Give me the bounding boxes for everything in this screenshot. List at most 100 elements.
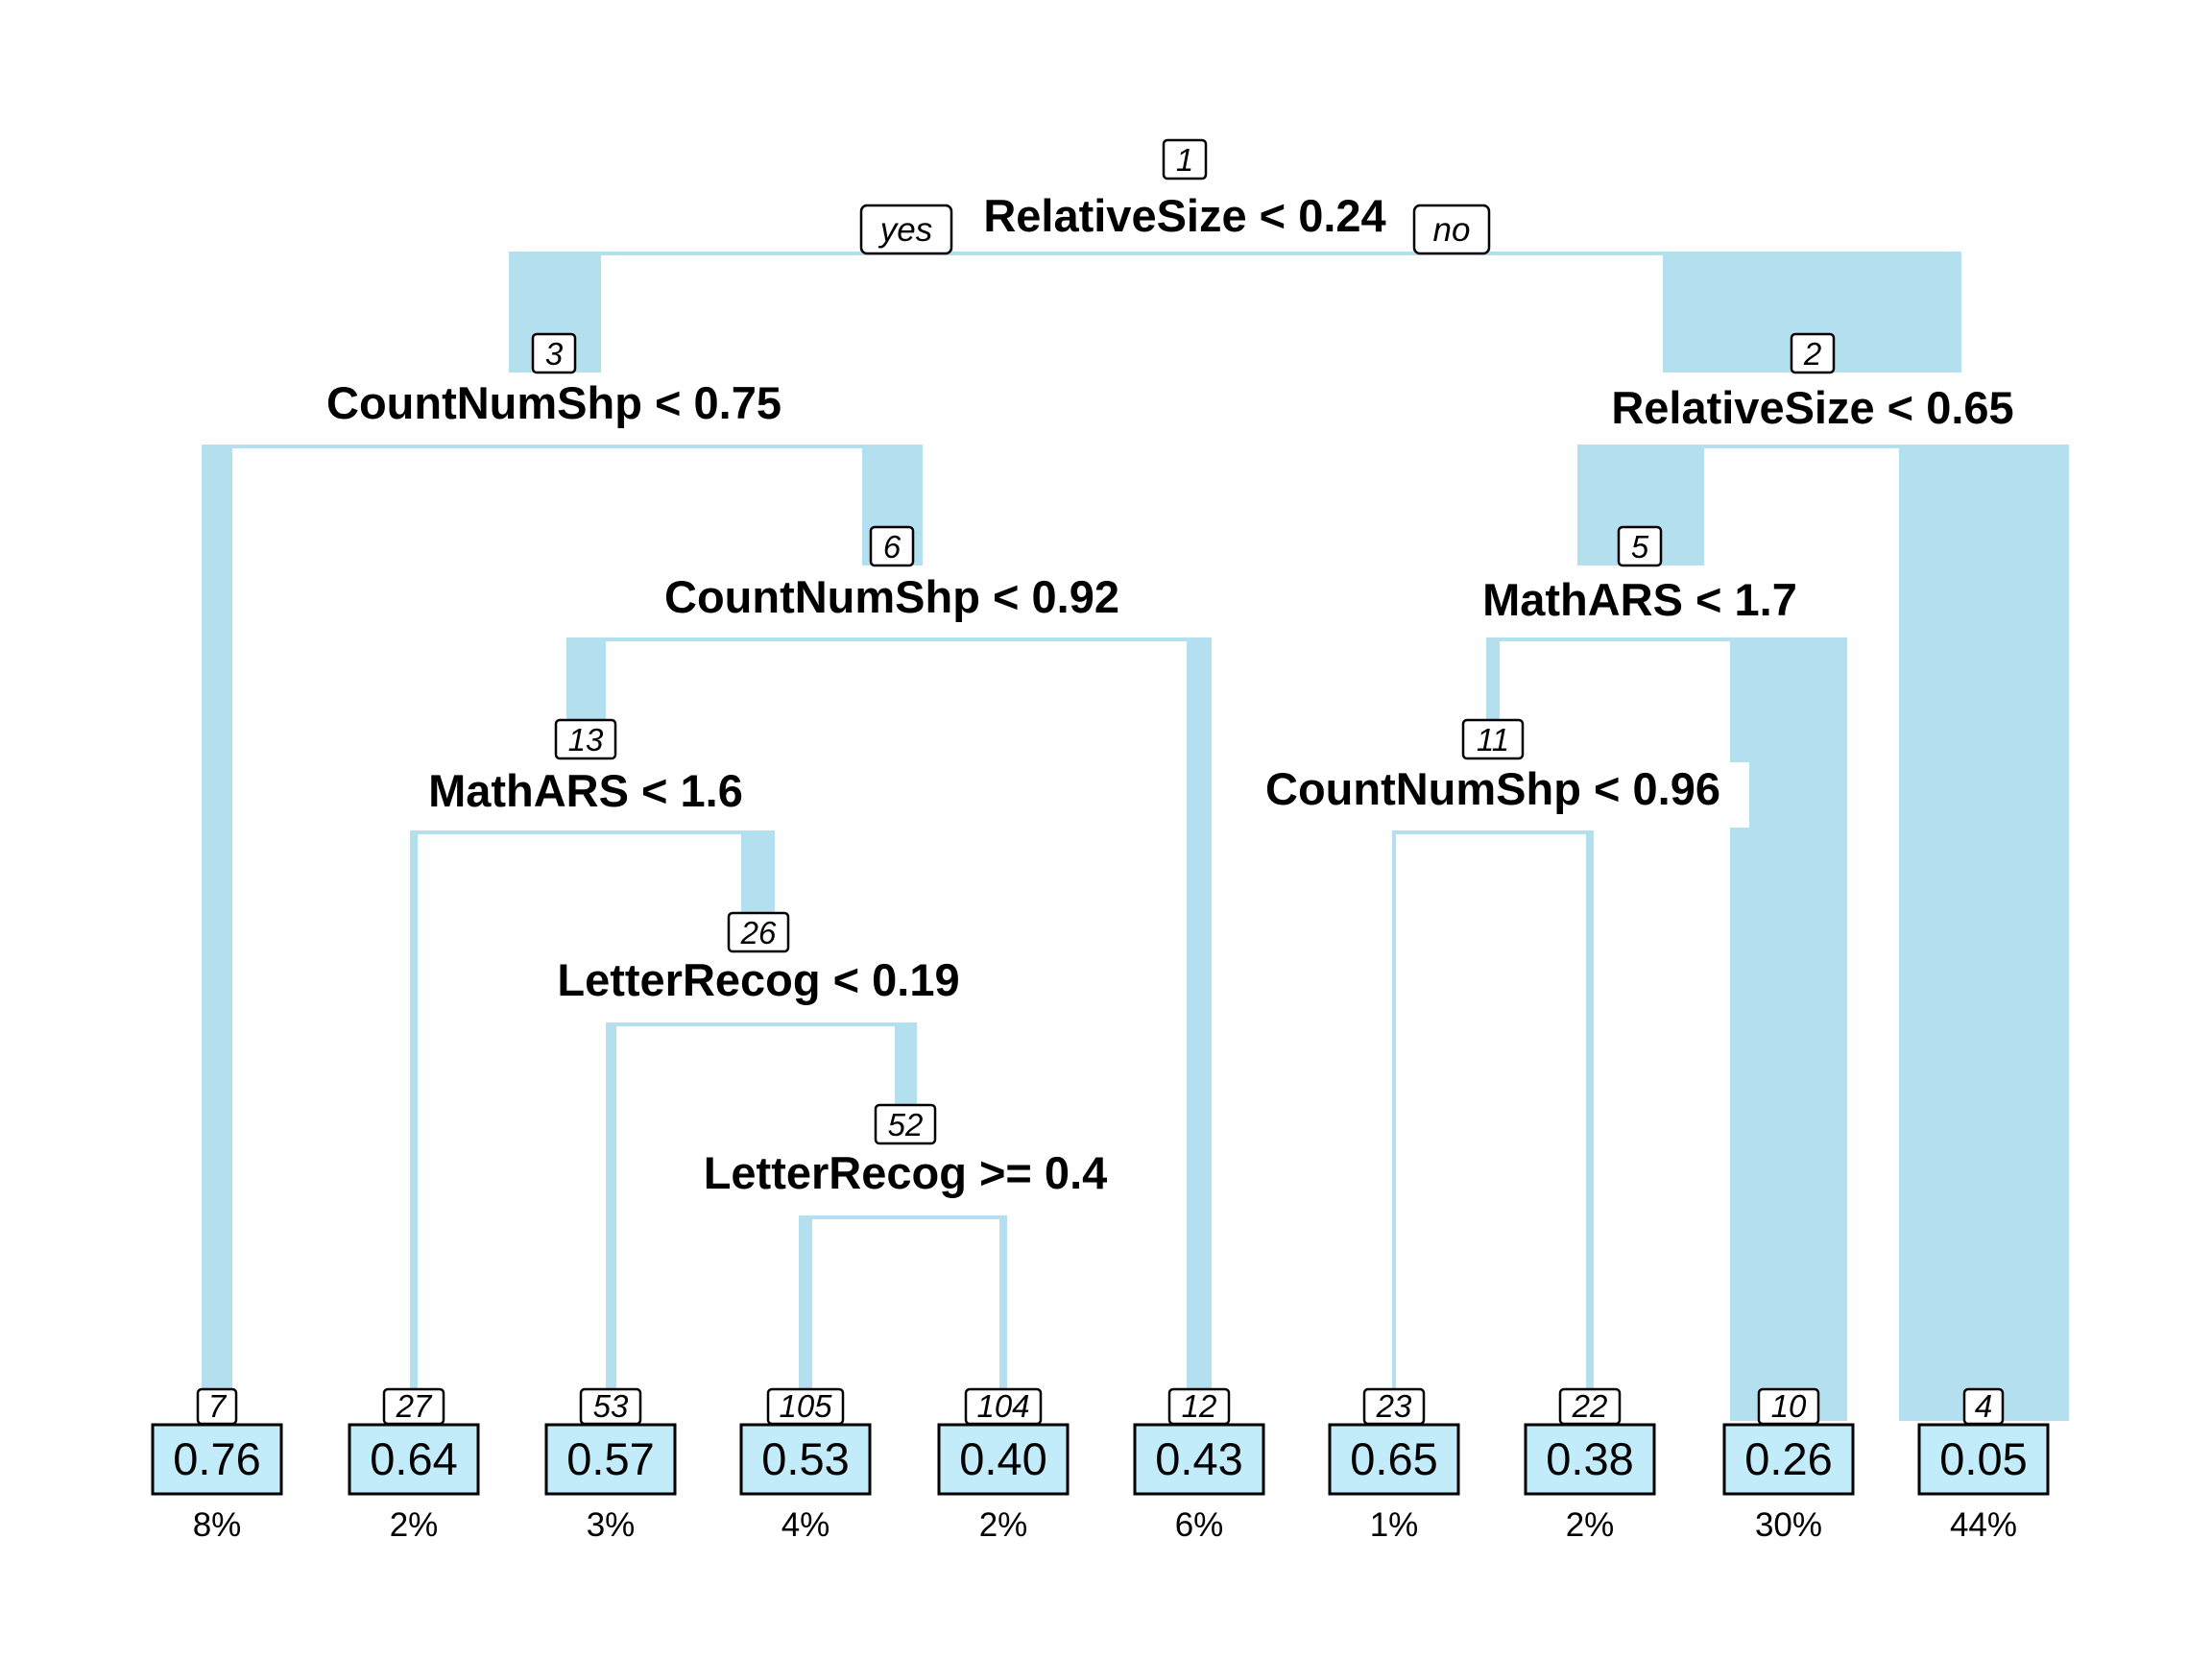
- leaf-value: 0.05: [1939, 1433, 2027, 1484]
- leaf-value-box: [1133, 1423, 1265, 1496]
- leaf-percent: 4%: [781, 1506, 830, 1544]
- yes-tag-box: [859, 204, 953, 255]
- node-id: 53: [593, 1388, 629, 1424]
- node-id: 6: [883, 529, 902, 565]
- leaf-value-box: [1917, 1423, 2050, 1496]
- yes-tag: yes: [878, 211, 932, 249]
- leaf-value-box: [1328, 1423, 1460, 1496]
- node-id: 12: [1182, 1388, 1217, 1424]
- leaf-value-box: [739, 1423, 872, 1496]
- leaf-nodes: 7 0.76 8% 27 0.64 2% 53 0.57 3% 105 0.53: [151, 1387, 2050, 1544]
- split-label: CountNumShp < 0.96: [1265, 763, 1720, 814]
- split-labels: RelativeSize < 0.24 CountNumShp < 0.75 R…: [317, 184, 2030, 1210]
- node-id: 13: [568, 722, 604, 757]
- node-id-box: [554, 718, 617, 760]
- leaf-percent: 2%: [1566, 1506, 1615, 1544]
- leaf-value: 0.40: [959, 1433, 1046, 1484]
- leaf-percent: 2%: [390, 1506, 439, 1544]
- leaf-percent: 6%: [1175, 1506, 1224, 1544]
- branch-bar-node-53: [606, 1024, 616, 1421]
- node-id-box: [727, 911, 790, 953]
- leaf-value-box: [544, 1423, 677, 1496]
- leaf-value-box: [348, 1423, 480, 1496]
- no-tag-box: [1412, 204, 1491, 255]
- node-id-box: [869, 525, 915, 567]
- leaf-node: 22 0.38 2%: [1524, 1387, 1656, 1544]
- split-label-background: [415, 765, 757, 827]
- split-label: CountNumShp < 0.75: [326, 377, 781, 428]
- leaf-value: 0.26: [1744, 1433, 1832, 1484]
- node-id: 3: [545, 336, 564, 372]
- split-label-background: [693, 1148, 1118, 1210]
- leaf-node: 4 0.05 44%: [1917, 1387, 2050, 1544]
- split-label: LetterRecog >= 0.4: [704, 1147, 1108, 1198]
- node-id: 7: [208, 1388, 228, 1424]
- leaf-node: 105 0.53 4%: [739, 1387, 872, 1544]
- leaf-node: 23 0.65 1%: [1328, 1387, 1460, 1544]
- leaf-node: 7 0.76 8%: [151, 1387, 283, 1544]
- branch-bar-node-23: [1392, 832, 1396, 1421]
- split-label: RelativeSize < 0.24: [983, 190, 1385, 241]
- split-label-background: [966, 184, 1404, 246]
- leaf-value: 0.65: [1350, 1433, 1437, 1484]
- node-id: 27: [396, 1388, 433, 1424]
- node-id-box: [874, 1103, 937, 1145]
- node-id: 104: [976, 1388, 1029, 1424]
- split-label-background: [1596, 380, 2030, 442]
- leaf-value-box: [937, 1423, 1070, 1496]
- split-label-background: [1475, 573, 1805, 635]
- leaf-value: 0.57: [566, 1433, 654, 1484]
- leaf-value: 0.76: [173, 1433, 260, 1484]
- leaf-node: 12 0.43 6%: [1133, 1387, 1265, 1544]
- node-id: 4: [1975, 1388, 1992, 1424]
- node-id: 10: [1771, 1388, 1807, 1424]
- branch-bar-node-4: [1899, 446, 2069, 1421]
- leaf-node: 53 0.57 3%: [544, 1387, 677, 1544]
- node-id: 22: [1572, 1388, 1608, 1424]
- split-label-background: [655, 571, 1129, 633]
- leaf-percent: 2%: [979, 1506, 1028, 1544]
- leaf-value: 0.53: [761, 1433, 849, 1484]
- leaf-percent: 8%: [193, 1506, 242, 1544]
- node-id: 1: [1176, 142, 1193, 178]
- leaf-percent: 3%: [587, 1506, 636, 1544]
- split-label: LetterRecog < 0.19: [557, 954, 959, 1005]
- split-label-background: [317, 378, 791, 440]
- branch-bar-node-22: [1586, 832, 1594, 1421]
- branch-bar-node-27: [410, 832, 418, 1421]
- split-id-boxes: 1 3 2 6 5 13 11 26 52: [531, 138, 1836, 1145]
- split-label-background: [1250, 762, 1749, 828]
- node-id: 5: [1631, 529, 1649, 565]
- node-id: 2: [1803, 336, 1821, 372]
- leaf-value: 0.64: [370, 1433, 457, 1484]
- node-id-box: [1790, 332, 1836, 374]
- node-id: 26: [740, 915, 777, 950]
- node-id: 105: [779, 1388, 832, 1424]
- leaf-value-box: [1524, 1423, 1656, 1496]
- branch-bar-node-10: [1730, 639, 1847, 1421]
- leaf-percent: 1%: [1370, 1506, 1419, 1544]
- node-id-box: [1162, 138, 1208, 180]
- leaf-node: 104 0.40 2%: [937, 1387, 1070, 1544]
- split-label: RelativeSize < 0.65: [1611, 382, 2013, 433]
- node-id: 23: [1376, 1388, 1412, 1424]
- branch-bar-node-7: [202, 446, 232, 1421]
- leaf-percent: 44%: [1950, 1506, 2017, 1544]
- node-id: 11: [1477, 722, 1509, 757]
- root-branch-tags: yes no: [859, 204, 1491, 255]
- no-tag: no: [1433, 211, 1471, 249]
- node-id: 52: [888, 1107, 924, 1142]
- branch-connectors: [202, 252, 2069, 1219]
- leaf-value: 0.38: [1546, 1433, 1633, 1484]
- leaf-node: 27 0.64 2%: [348, 1387, 480, 1544]
- node-id-box: [1461, 718, 1525, 760]
- split-label-background: [543, 955, 974, 1017]
- split-label: CountNumShp < 0.92: [664, 571, 1119, 622]
- leaf-value: 0.43: [1155, 1433, 1242, 1484]
- split-label: MathARS < 1.6: [428, 765, 743, 816]
- branch-bar-node-105: [799, 1217, 812, 1421]
- split-label: MathARS < 1.7: [1482, 574, 1797, 625]
- leaf-percent: 30%: [1755, 1506, 1822, 1544]
- branch-bar-node-104: [999, 1217, 1007, 1421]
